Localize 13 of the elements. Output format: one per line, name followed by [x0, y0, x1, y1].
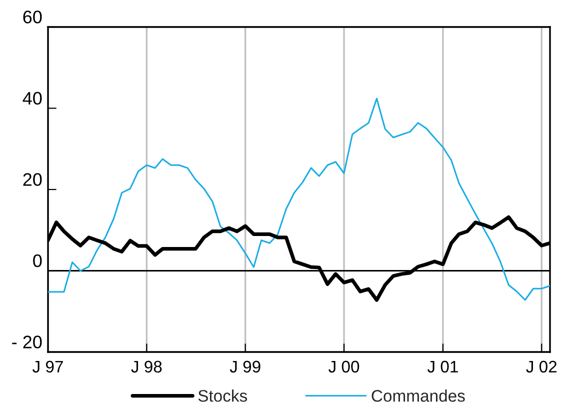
x-tick-label: J 98: [131, 360, 162, 373]
y-tick-label: 0: [33, 254, 42, 268]
y-tick-label: 20: [23, 173, 42, 186]
legend-label: Commandes: [372, 390, 465, 402]
x-tick-label: J 01: [427, 360, 458, 373]
x-tick-label: J 99: [230, 360, 260, 373]
y-tick-label: 60: [23, 10, 42, 24]
y-tick-label: 40: [22, 92, 42, 105]
y-tick-label: - 20: [12, 336, 42, 348]
x-tick-label: J 02: [526, 360, 557, 373]
legend-label: Stocks: [198, 390, 247, 402]
x-tick-label: J 00: [328, 360, 360, 373]
x-tick-label: J 97: [32, 360, 63, 373]
